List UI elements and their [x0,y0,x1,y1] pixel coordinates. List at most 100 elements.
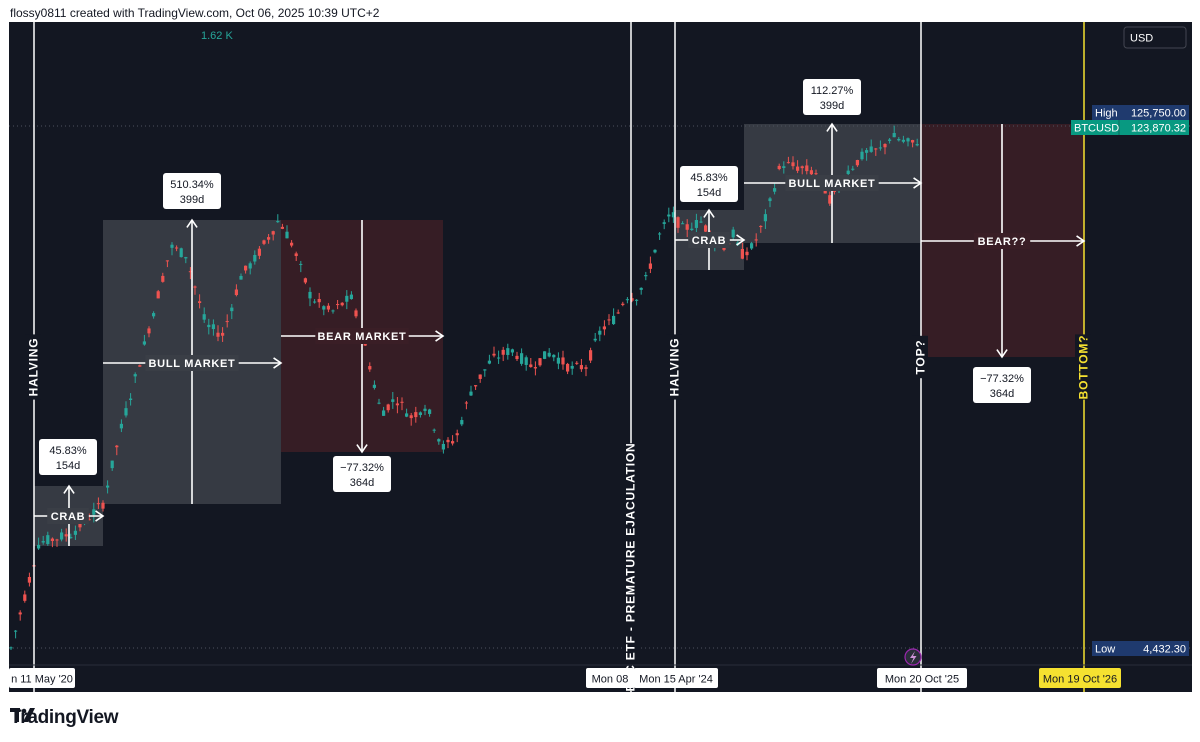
candle-body [60,532,64,540]
candle-body [579,365,583,370]
tradingview-logo-icon [10,708,35,722]
chart-area[interactable]: HALVING BTC ETF - PREMATURE EJACULATION HA… [9,22,1192,692]
candle-body [676,217,680,228]
candle-body [9,647,13,649]
arrow-bull-2-h-head [913,177,923,189]
candle-body [768,198,772,202]
arrow-bull-1-v-head [186,218,198,228]
time-label-bg [877,668,967,688]
candle-body [915,144,919,146]
callout-bg [803,79,861,115]
callout-duration: 364d [350,477,374,489]
arrow-crab-2-v-head [703,208,715,218]
candle-body [805,165,809,172]
high-badge-value: 125,750.00 [1131,108,1186,120]
candle-body [722,247,726,250]
measure-callout-2: 510.34% 399d [163,173,221,209]
candle-body [156,291,160,299]
volume-label: 1.62 K [201,30,233,42]
currency-button-bg [1123,26,1187,49]
candle-body [901,139,905,142]
low-badge-label: Low [1095,644,1115,656]
candle-body [18,612,22,615]
callout-change: 45.83% [49,445,87,457]
currency-button[interactable]: USD [1123,26,1187,49]
candle-body [46,535,50,545]
candle-body [556,357,560,364]
callout-bg [39,439,97,475]
candle-body [593,338,597,341]
marker-label-bottom: BOTTOM? [1075,334,1091,400]
candle-body [492,353,496,356]
last-badge-bg [1071,120,1189,135]
candle-body [773,188,777,192]
phase-label-1: CRAB [51,511,86,523]
candle-body [294,253,298,257]
marker-label-bg [25,334,41,400]
candle-body [694,220,698,228]
last-badge-symbol: BTCUSD [1074,123,1119,135]
candle-body [184,257,188,259]
candle-body [115,445,119,448]
candle-body [175,247,179,249]
candle-body [487,360,491,364]
candle-body [497,357,501,359]
candle-body [110,460,114,469]
candle-body [409,415,413,419]
callout-change: 510.34% [170,179,214,191]
candle-body [395,403,399,406]
callout-bg [333,456,391,492]
candle-body [239,275,243,280]
time-label-bg [634,668,718,688]
time-label-text: n 11 May '20 [11,674,73,686]
candle-body [345,295,349,302]
candle-body [616,312,620,314]
candle-body [690,228,694,230]
time-label-4: Mon 20 Oct '25 [877,668,967,688]
low-price-badge: Low 4,432.30 [1092,641,1189,656]
marker-label-top: TOP? [912,335,928,379]
high-price-badge: High 125,750.00 [1092,105,1189,120]
candle-body [299,263,303,265]
chart-svg: HALVING BTC ETF - PREMATURE EJACULATION HA… [9,22,1192,692]
candle-body [133,374,137,377]
time-label-text: Mon 19 Oct '26 [1043,674,1117,686]
callout-change: 45.83% [690,172,728,184]
candle-body [193,286,197,288]
marker-label-bg [622,443,638,691]
candle-body [363,343,367,346]
arrow-bear-2-h-head [1076,235,1086,247]
low-badge-bg [1092,641,1189,656]
candle-body [483,369,487,371]
candle-body [64,534,68,537]
candle-body [529,364,533,368]
candle-body [796,166,800,171]
candle-body [860,151,864,160]
candle-body [138,365,142,367]
candle-body [253,254,257,262]
callout-duration: 399d [180,194,204,206]
candle-body [658,233,662,235]
candle-body [897,138,901,141]
candle-body [368,366,372,370]
candle-body [911,140,915,143]
candle-body [188,271,192,273]
arrow-bull-2-v-head [826,122,838,132]
last-badge-value: 123,870.32 [1131,123,1186,135]
arrow-crab-1-v-head [63,484,75,494]
candle-body [69,537,73,539]
candle-body [635,299,639,301]
candle-body [207,324,211,328]
marker-label-text: BTC ETF - PREMATURE EJACULATION [624,442,638,691]
measure-callout-3: −77.32% 364d [333,456,391,492]
candle-body [455,433,459,436]
callout-change: 112.27% [811,85,854,97]
candle-body [699,221,703,223]
marker-label-bg [1075,334,1091,400]
candle-body [382,410,386,416]
candle-body [906,138,910,142]
candle-body [106,485,110,488]
candle-body [428,409,432,414]
marker-label-halving: HALVING [666,334,682,400]
candle-body [142,341,146,345]
